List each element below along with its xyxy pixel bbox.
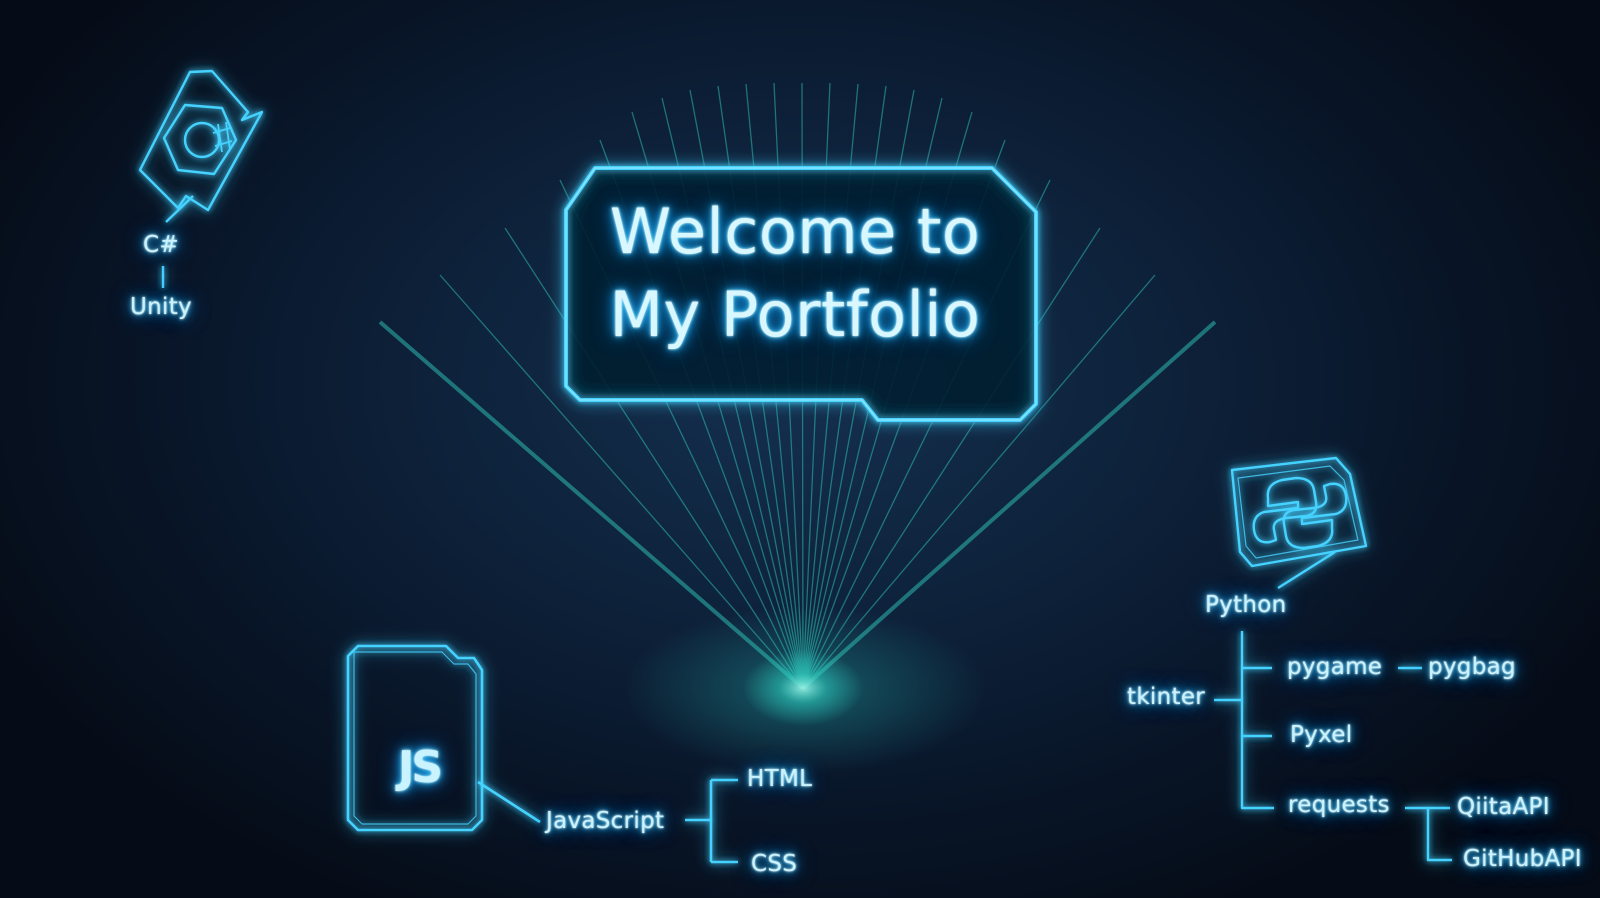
label-githubapi: GitHubAPI <box>1463 846 1582 872</box>
title-line-2: My Portfolio <box>609 278 981 351</box>
javascript-icon <box>346 644 738 864</box>
label-requests: requests <box>1288 792 1390 818</box>
projector-beam <box>504 227 804 689</box>
label-tkinter: tkinter <box>1127 684 1206 710</box>
projector-beam <box>802 274 1156 689</box>
projector-beam <box>378 320 805 690</box>
label-pyxel: Pyxel <box>1290 722 1353 748</box>
label-csharp: C# <box>143 232 179 258</box>
label-html: HTML <box>747 766 813 792</box>
javascript-icon-text: JS <box>398 742 443 793</box>
csharp-icon <box>138 69 264 288</box>
title-frame-inner <box>565 167 1037 421</box>
label-pygbag: pygbag <box>1428 654 1516 680</box>
python-icon <box>1214 456 1452 862</box>
label-javascript: JavaScript <box>546 808 665 834</box>
projector-beam <box>439 274 804 689</box>
label-qiitaapi: QiitaAPI <box>1457 794 1550 820</box>
projector-light-source <box>743 650 863 726</box>
projector-beam <box>802 227 1101 689</box>
page-title: Welcome to My Portfolio <box>560 190 1030 356</box>
label-css: CSS <box>751 851 798 877</box>
label-unity: Unity <box>130 294 192 320</box>
projector-beam <box>801 320 1217 690</box>
label-python: Python <box>1205 592 1287 618</box>
label-pygame: pygame <box>1287 654 1383 680</box>
title-line-1: Welcome to <box>609 195 981 268</box>
